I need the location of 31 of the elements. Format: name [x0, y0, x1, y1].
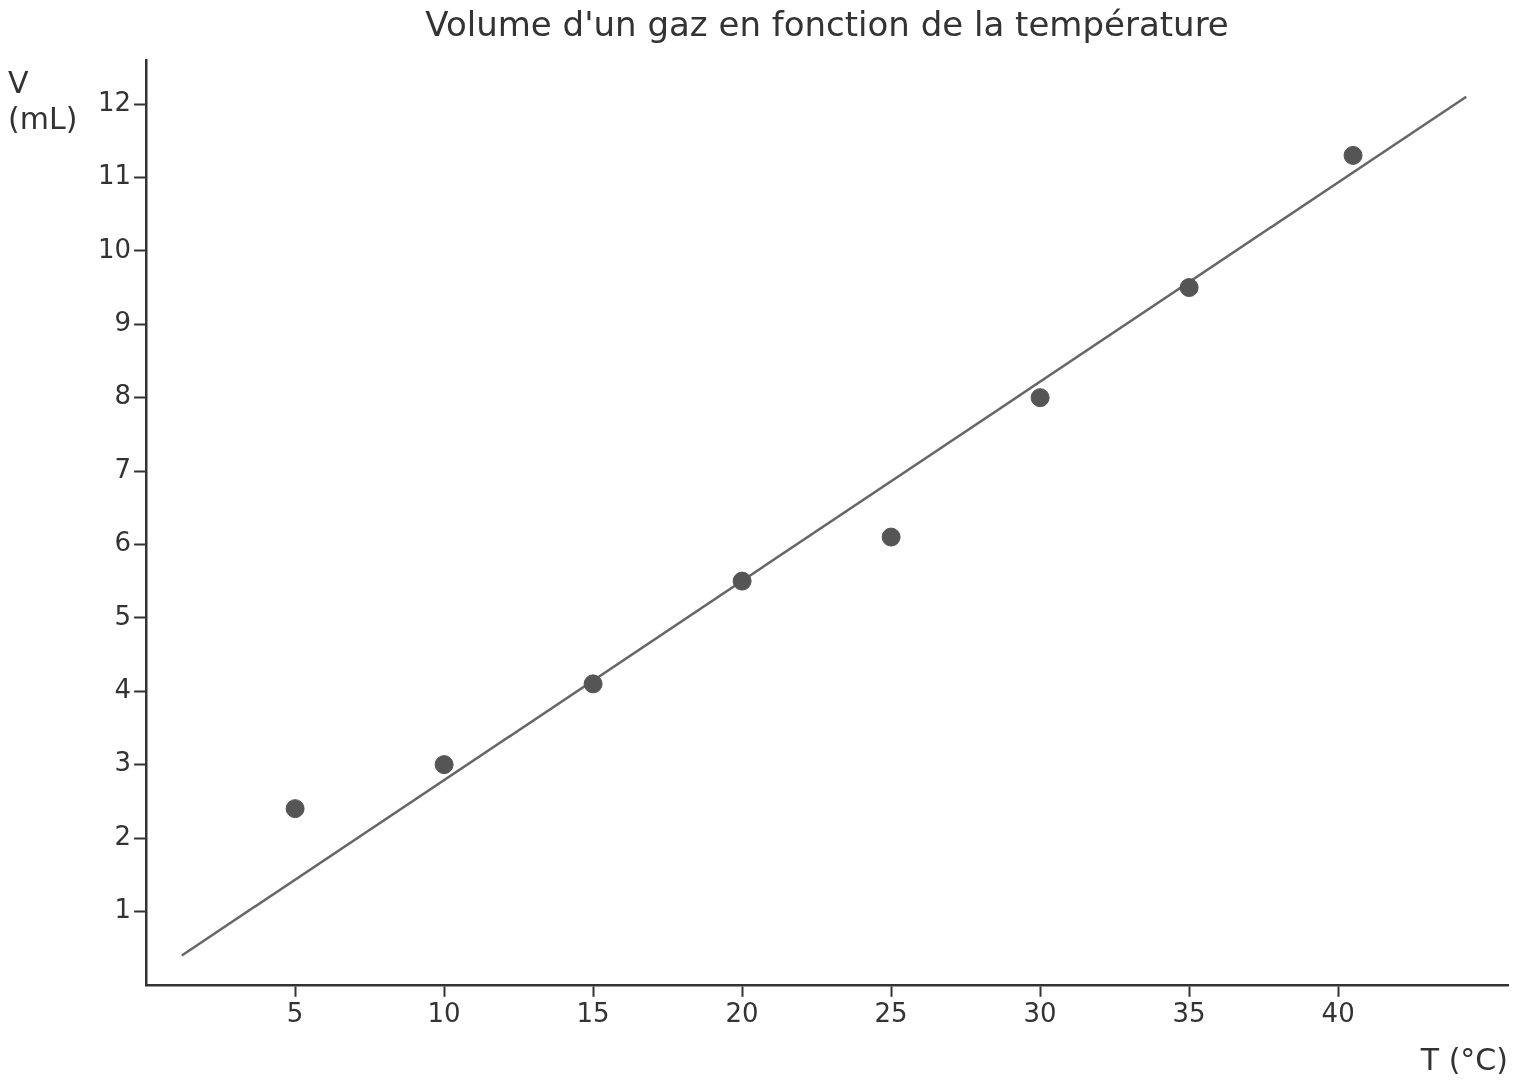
x-tick-label: 5 — [286, 998, 304, 1029]
chart-title: Volume d'un gaz en fonction de la température — [425, 3, 1229, 44]
point — [1030, 388, 1050, 408]
point — [1179, 278, 1199, 298]
x-tick-label: 20 — [725, 998, 759, 1029]
point — [1343, 145, 1363, 165]
y-tick-label: 1 — [114, 894, 132, 925]
y-tick-label: 8 — [114, 380, 132, 411]
x-tick-label: 40 — [1321, 998, 1355, 1029]
y-tick-label: 4 — [114, 673, 132, 704]
x-tick-label: 15 — [576, 998, 610, 1029]
y-tick-label: 5 — [114, 600, 132, 631]
x-tick-label: 30 — [1023, 998, 1057, 1029]
y-tick-label: 7 — [114, 453, 132, 484]
y-axis-title: V (mL) — [8, 64, 78, 136]
point — [285, 799, 305, 819]
point — [583, 674, 603, 694]
x-tick-label: 25 — [874, 998, 908, 1029]
x-tick-label: 35 — [1172, 998, 1206, 1029]
y-tick-label: 12 — [97, 86, 132, 117]
point — [434, 755, 454, 775]
point — [881, 527, 901, 547]
point — [732, 571, 752, 591]
x-axis-title: T (°C) — [1419, 1041, 1508, 1077]
y-tick-label: 9 — [114, 306, 132, 337]
y-tick-label: 10 — [97, 233, 132, 264]
y-tick-label: 6 — [114, 527, 132, 558]
x-tick-label: 10 — [427, 998, 461, 1029]
y-tick-label: 3 — [114, 747, 132, 778]
y-tick-label: 11 — [97, 160, 132, 191]
y-tick-label: 2 — [114, 820, 132, 851]
